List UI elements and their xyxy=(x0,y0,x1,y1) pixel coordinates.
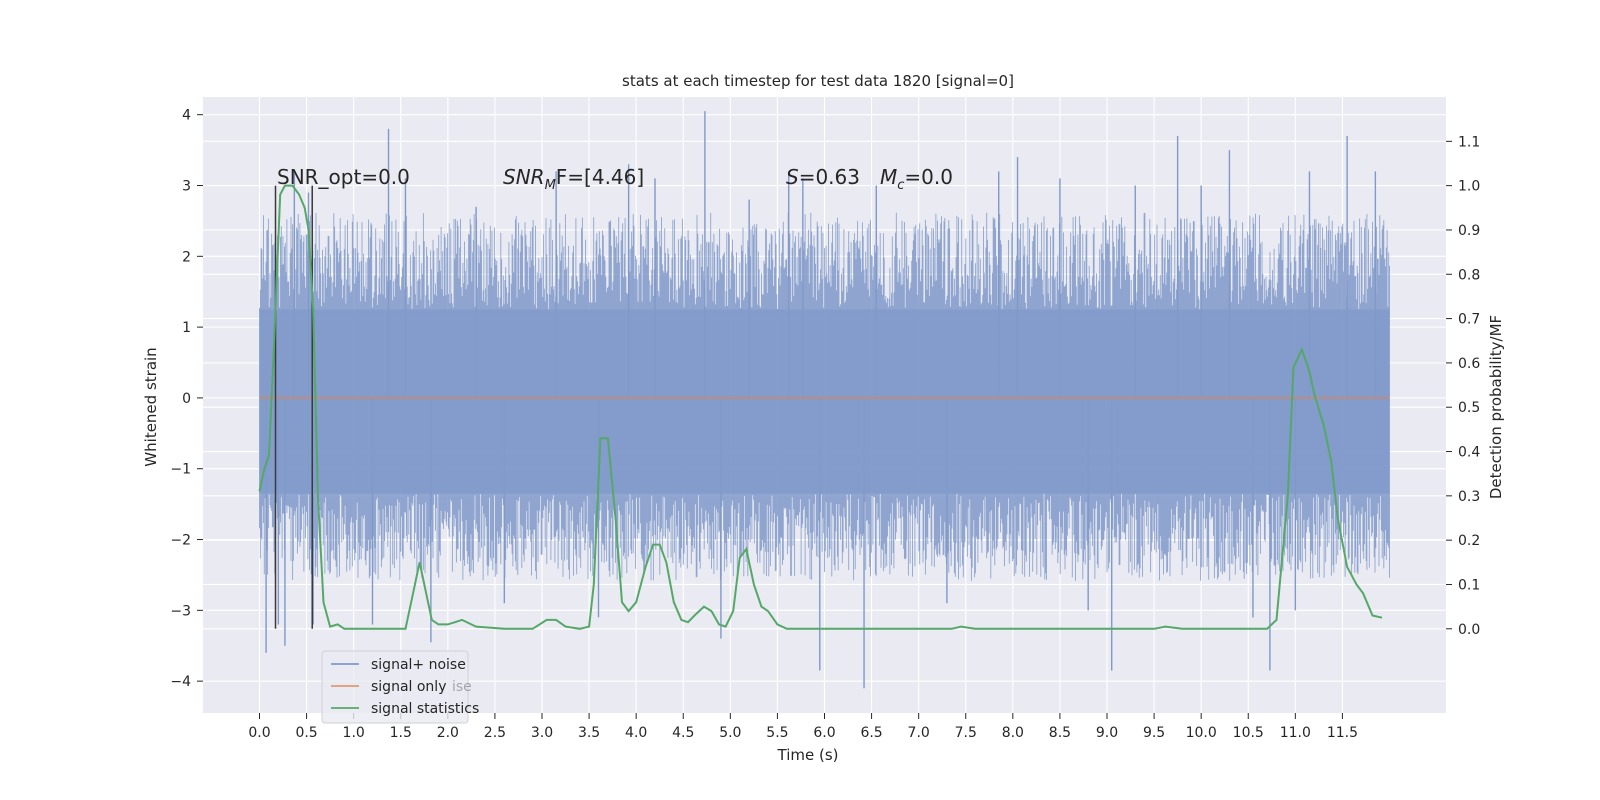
signal-statistics-series xyxy=(258,184,1383,630)
x-tick-label: 3.0 xyxy=(531,725,553,741)
legend-label-stats: signal statistics xyxy=(371,701,479,717)
annotation-s-value: =0.63 xyxy=(799,165,860,189)
annotation-s-label: S xyxy=(786,165,799,189)
noise-series xyxy=(259,111,1390,689)
annotation-snr-opt: SNR_opt=0.0 xyxy=(277,165,410,189)
right-tick-label: 0.8 xyxy=(1458,267,1480,283)
annotation-mc-label: M xyxy=(880,165,897,189)
legend-label-noise: signal+ noise xyxy=(371,657,466,673)
x-tick-label: 7.5 xyxy=(955,725,977,741)
annotation-snr-mf-sub: M xyxy=(545,178,556,193)
right-tick-label: 0.1 xyxy=(1458,577,1480,593)
legend: signal+ noise signal only ise signal sta… xyxy=(321,650,479,724)
right-tick-label: 0.2 xyxy=(1458,533,1480,549)
x-tick-label: 4.0 xyxy=(625,725,647,741)
x-tick-label: 8.0 xyxy=(1002,725,1024,741)
left-tick-label: −3 xyxy=(170,603,191,619)
signal-statistics-line xyxy=(258,184,1383,630)
x-tick-label: 0.0 xyxy=(248,725,270,741)
annotation-mc-value: =0.0 xyxy=(904,165,953,189)
x-tick-label: 8.5 xyxy=(1049,725,1071,741)
x-tick-label: 1.0 xyxy=(343,725,365,741)
x-tick-label: 2.0 xyxy=(437,725,459,741)
right-tick-label: 0.9 xyxy=(1458,223,1480,239)
left-tick-label: −4 xyxy=(170,674,191,690)
legend-label-signal: signal only xyxy=(371,679,446,695)
left-tick-label: −1 xyxy=(170,462,191,478)
left-tick-label: 2 xyxy=(182,249,191,265)
annotation-snr-mf-suffix: F=[4.46] xyxy=(556,165,644,189)
x-tick-label: 4.5 xyxy=(672,725,694,741)
noise-trace xyxy=(259,212,1390,581)
x-tick-label: 1.5 xyxy=(390,725,412,741)
x-tick-label: 6.5 xyxy=(860,725,882,741)
x-tick-label: 11.5 xyxy=(1327,725,1358,741)
vertical-markers xyxy=(274,185,313,629)
right-tick-label: 0.5 xyxy=(1458,400,1480,416)
x-tick-label: 3.5 xyxy=(578,725,600,741)
y2-axis-label: Detection probability/MF xyxy=(1487,315,1505,499)
chart-title: stats at each timestep for test data 182… xyxy=(622,72,1014,90)
right-tick-label: 1.0 xyxy=(1458,179,1480,195)
left-axis-ticks: 4 3 2 1 0 −1 −2 −3 −4 xyxy=(170,108,203,690)
annotation-mc: Mc=0.0 xyxy=(880,165,953,193)
x-axis-label: Time (s) xyxy=(777,746,839,764)
right-tick-label: 1.1 xyxy=(1458,134,1480,150)
annotation-s: S=0.63 xyxy=(786,165,860,189)
x-tick-label: 11.0 xyxy=(1280,725,1311,741)
x-tick-label: 10.0 xyxy=(1186,725,1217,741)
right-tick-label: 0.3 xyxy=(1458,489,1480,505)
y-axis-label: Whitened strain xyxy=(142,347,160,466)
annotation-snr-mf-label: SNR xyxy=(503,165,545,189)
left-tick-label: 1 xyxy=(182,320,191,336)
right-tick-label: 0.7 xyxy=(1458,312,1480,328)
legend-box xyxy=(321,650,469,724)
x-tick-label: 5.0 xyxy=(719,725,741,741)
x-tick-label: 7.0 xyxy=(908,725,930,741)
x-tick-label: 2.5 xyxy=(484,725,506,741)
right-tick-label: 0.6 xyxy=(1458,356,1480,372)
x-tick-label: 10.5 xyxy=(1233,725,1264,741)
left-tick-label: −2 xyxy=(170,533,191,549)
x-tick-label: 0.5 xyxy=(295,725,317,741)
right-axis-ticks: 1.1 1.0 0.9 0.8 0.7 0.6 0.5 0.4 0.3 0.2 0.1 0.0 xyxy=(1446,134,1480,638)
left-tick-label: 3 xyxy=(182,179,191,195)
x-tick-label: 9.5 xyxy=(1143,725,1165,741)
left-tick-label: 0 xyxy=(182,391,191,407)
x-tick-label: 9.0 xyxy=(1096,725,1118,741)
x-tick-label: 6.0 xyxy=(813,725,835,741)
x-axis-ticks: 0.0 0.5 1.0 1.5 2.0 2.5 3.0 3.5 4.0 4.5 5.0 5.5 6.0 6… xyxy=(248,713,1358,741)
annotation-mc-sub: c xyxy=(897,178,904,193)
left-tick-label: 4 xyxy=(182,108,191,124)
legend-ghost-text: ise xyxy=(452,679,472,695)
right-tick-label: 0.0 xyxy=(1458,622,1480,638)
right-tick-label: 0.4 xyxy=(1458,445,1480,461)
x-tick-label: 5.5 xyxy=(766,725,788,741)
annotation-snr-mf: SNRMF=[4.46] xyxy=(503,165,644,193)
